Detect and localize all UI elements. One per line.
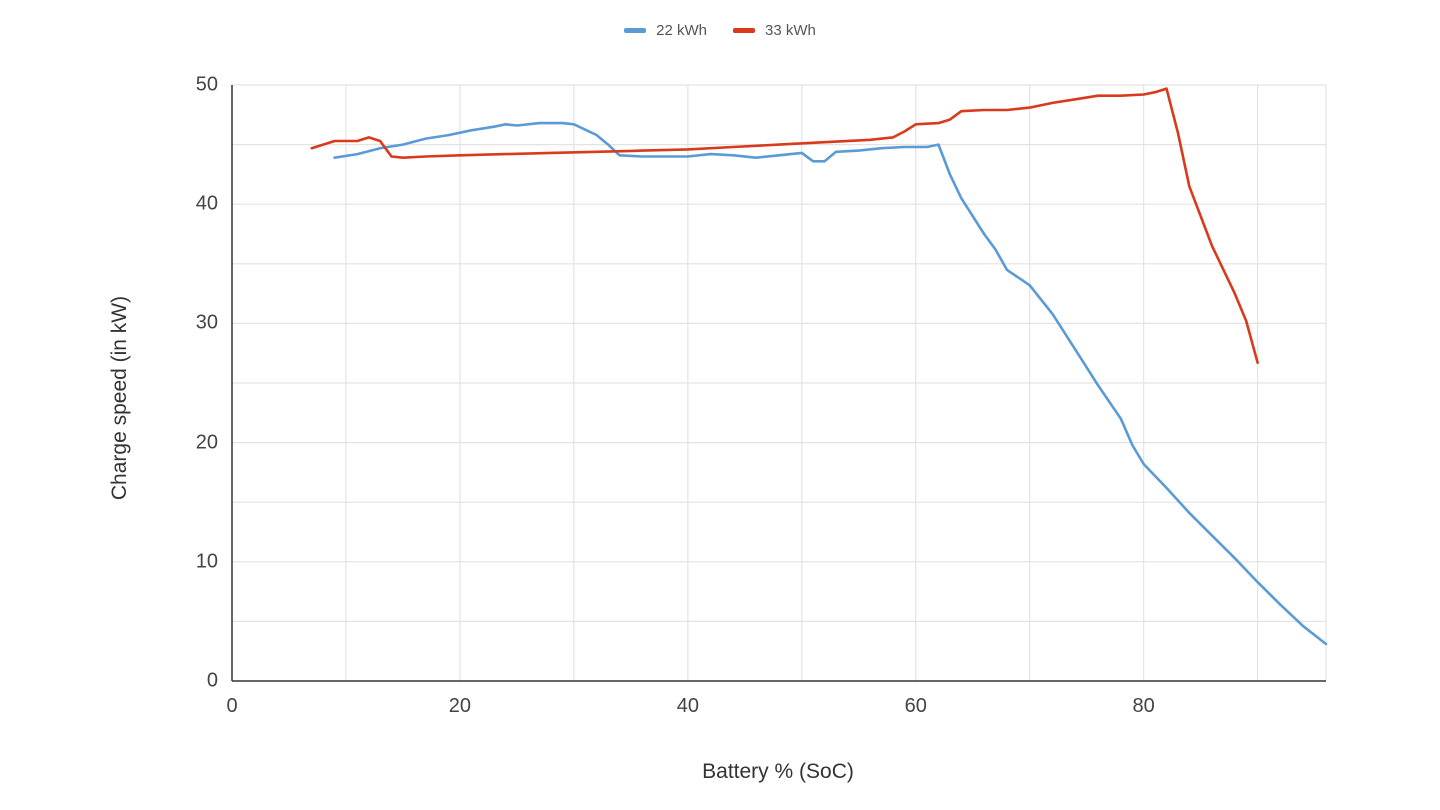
y-axis-label: Charge speed (in kW): [108, 295, 131, 501]
x-tick-label: 0: [226, 695, 238, 717]
legend-label-22kwh: 22 kWh: [656, 22, 707, 39]
axes: [231, 85, 1326, 682]
series-line-1: [310, 87, 1259, 365]
x-tick-label: 40: [676, 695, 699, 717]
y-tick-label: 10: [195, 550, 218, 573]
legend-label-33kwh: 33 kWh: [765, 22, 816, 39]
y-tick-label: 40: [195, 192, 218, 215]
y-tick-label: 30: [195, 311, 218, 334]
y-tick-label: 50: [195, 73, 218, 96]
y-tick-label: 0: [206, 669, 218, 692]
legend-item-33kwh[interactable]: 33 kWh: [733, 22, 816, 39]
series-line-0: [333, 121, 1328, 646]
legend-item-22kwh[interactable]: 22 kWh: [624, 22, 707, 39]
legend: 22 kWh 33 kWh: [0, 22, 1440, 39]
x-tick-label: 20: [448, 695, 472, 717]
x-tick-label: 80: [1132, 695, 1155, 717]
legend-swatch-22kwh: [624, 28, 647, 33]
x-tick-label: 60: [904, 695, 927, 717]
series-lines: [310, 87, 1328, 646]
y-tick-label: 20: [195, 431, 218, 454]
gridlines: [232, 84, 1327, 681]
legend-swatch-33kwh: [733, 28, 755, 33]
x-axis-label: Battery % (SoC): [702, 760, 854, 783]
